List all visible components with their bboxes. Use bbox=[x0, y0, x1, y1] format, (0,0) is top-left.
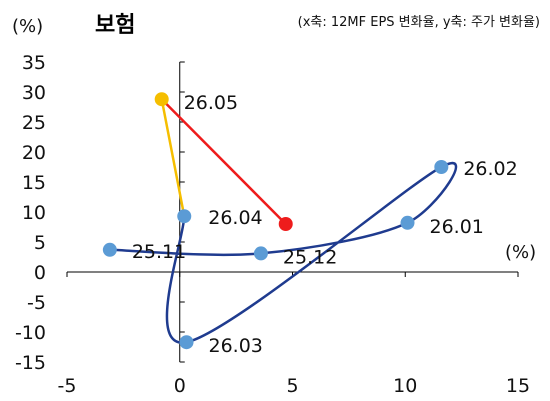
point-label-25-12: 25.12 bbox=[283, 246, 337, 268]
point-label-25-11: 25.11 bbox=[132, 241, 186, 263]
axes bbox=[66, 61, 519, 363]
marker-current bbox=[278, 217, 293, 231]
marker-26-01 bbox=[400, 215, 415, 230]
y-tick-label: 10 bbox=[22, 202, 46, 224]
y-axis-unit: (%) bbox=[12, 16, 43, 37]
point-label-26-04: 26.04 bbox=[208, 207, 262, 229]
chart-title: 보험 bbox=[95, 12, 135, 38]
x-tick-label: 15 bbox=[506, 375, 530, 397]
marker-26-02 bbox=[434, 160, 449, 174]
y-tick-label: 25 bbox=[22, 112, 46, 134]
point-label-26-01: 26.01 bbox=[430, 216, 484, 238]
series-line-3 bbox=[160, 97, 287, 226]
chart-subtitle: (x축: 12MF EPS 변화율, y축: 주가 변화율) bbox=[298, 15, 540, 30]
x-tick-label: -5 bbox=[58, 375, 77, 397]
point-label-26-02: 26.02 bbox=[463, 158, 517, 180]
y-tick-label: -10 bbox=[15, 322, 46, 344]
data-markers bbox=[102, 92, 449, 350]
point-labels: 25.11 25.12 26.01 26.02 26.03 26.04 26.05 bbox=[132, 92, 518, 357]
marker-26-05 bbox=[154, 92, 169, 107]
x-tick-label: 10 bbox=[393, 375, 417, 397]
marker-25-12 bbox=[253, 246, 268, 261]
point-label-26-05: 26.05 bbox=[184, 92, 238, 114]
y-tick-label: 35 bbox=[22, 52, 46, 74]
y-tick-label: 0 bbox=[34, 262, 46, 284]
point-label-26-03: 26.03 bbox=[209, 335, 263, 357]
x-axis-unit: (%) bbox=[505, 242, 536, 263]
y-tick-label: 15 bbox=[22, 172, 46, 194]
x-tick-label: 0 bbox=[174, 375, 186, 397]
y-tick-labels: 35 30 25 20 15 10 5 0 -5 -10 -15 bbox=[15, 52, 46, 374]
x-tick-labels: -5 0 5 10 15 bbox=[58, 375, 531, 397]
marker-26-03 bbox=[179, 335, 194, 350]
y-tick-label: -15 bbox=[15, 352, 46, 374]
y-tick-label: 5 bbox=[34, 232, 46, 254]
series-line-2 bbox=[160, 97, 186, 218]
x-tick-label: 5 bbox=[286, 375, 298, 397]
marker-25-11 bbox=[102, 242, 117, 257]
marker-26-04 bbox=[177, 209, 192, 224]
y-tick-label: 20 bbox=[22, 142, 46, 164]
y-tick-label: 30 bbox=[22, 82, 46, 104]
y-tick-label: -5 bbox=[27, 292, 46, 314]
